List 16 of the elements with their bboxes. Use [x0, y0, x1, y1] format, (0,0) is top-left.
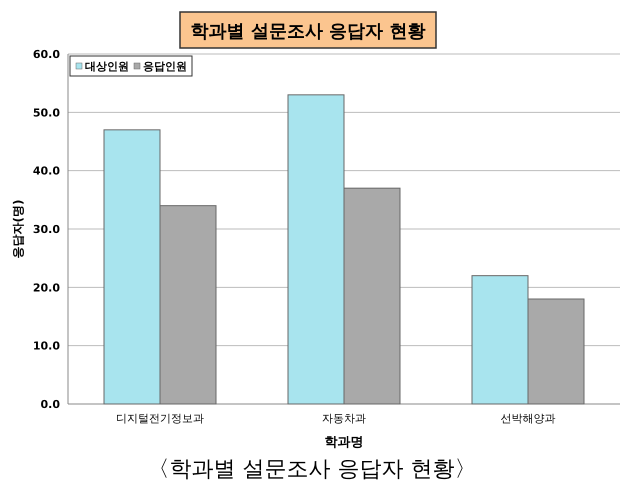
y-tick-label: 10.0: [32, 340, 60, 353]
x-axis-title: 학과명: [324, 435, 364, 450]
y-tick-label: 50.0: [32, 106, 60, 120]
x-tick-label: 디지털전기정보과: [116, 412, 204, 425]
x-tick-label: 자동차과: [322, 412, 366, 425]
y-tick-label: 40.0: [32, 164, 60, 178]
y-axis-title: 응답자(명): [11, 200, 25, 258]
y-tick-label: 30.0: [32, 223, 60, 236]
y-tick-label: 60.0: [32, 48, 60, 61]
legend-label: 대상인원: [85, 60, 129, 73]
chart-title: 학과별 설문조사 응답자 현황: [190, 21, 426, 42]
x-tick-label: 선박해양과: [500, 412, 556, 425]
y-tick-label: 20.0: [32, 281, 60, 294]
legend-label: 응답인원: [143, 60, 187, 73]
y-tick-label: 0.0: [40, 398, 60, 411]
text: 〈학과별 설문조사 응답자 현황〉: [148, 457, 476, 482]
